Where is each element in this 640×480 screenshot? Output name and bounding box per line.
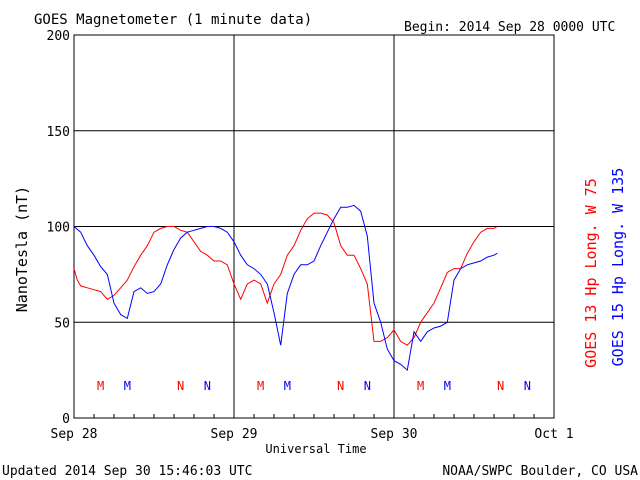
x-tick-label: Sep 30 xyxy=(371,427,418,442)
x-tick-label: Oct 1 xyxy=(534,427,573,442)
credit-label: NOAA/SWPC Boulder, CO USA xyxy=(442,464,638,479)
marker-n: N xyxy=(204,379,211,393)
marker-m: M xyxy=(284,379,291,393)
y-tick-label: 50 xyxy=(54,316,70,331)
marker-n: N xyxy=(364,379,371,393)
marker-m: M xyxy=(97,379,104,393)
marker-m: M xyxy=(257,379,264,393)
chart-title: GOES Magnetometer (1 minute data) xyxy=(34,12,312,28)
marker-n: N xyxy=(177,379,184,393)
marker-n: N xyxy=(497,379,504,393)
marker-n: N xyxy=(524,379,531,393)
marker-m: M xyxy=(417,379,424,393)
x-axis-label: Universal Time xyxy=(265,442,366,456)
marker-n: N xyxy=(337,379,344,393)
legend-goes15: GOES 15 Hp Long. W 135 xyxy=(609,168,627,367)
series-line-goes13 xyxy=(73,212,498,346)
series-line-goes15 xyxy=(73,204,498,372)
x-tick-label: Sep 29 xyxy=(211,427,258,442)
y-tick-label: 150 xyxy=(47,125,70,140)
x-tick-label: Sep 28 xyxy=(51,427,98,442)
marker-m: M xyxy=(444,379,451,393)
begin-label: Begin: 2014 Sep 28 0000 UTC xyxy=(404,20,615,35)
legend: GOES 13 Hp Long. W 75 GOES 15 Hp Long. W… xyxy=(582,168,627,368)
marker-m: M xyxy=(124,379,131,393)
legend-goes13: GOES 13 Hp Long. W 75 xyxy=(582,178,600,368)
y-tick-label: 200 xyxy=(47,29,70,44)
plot-area: 0 50 100 150 200 Sep 28 Sep 29 Sep 30 Oct 1 M M N N M… xyxy=(47,29,574,442)
y-axis-label: NanoTesla (nT) xyxy=(13,186,31,312)
updated-label: Updated 2014 Sep 30 15:46:03 UTC xyxy=(2,464,252,479)
y-tick-label: 0 xyxy=(62,412,70,427)
y-tick-label: 100 xyxy=(47,221,70,236)
